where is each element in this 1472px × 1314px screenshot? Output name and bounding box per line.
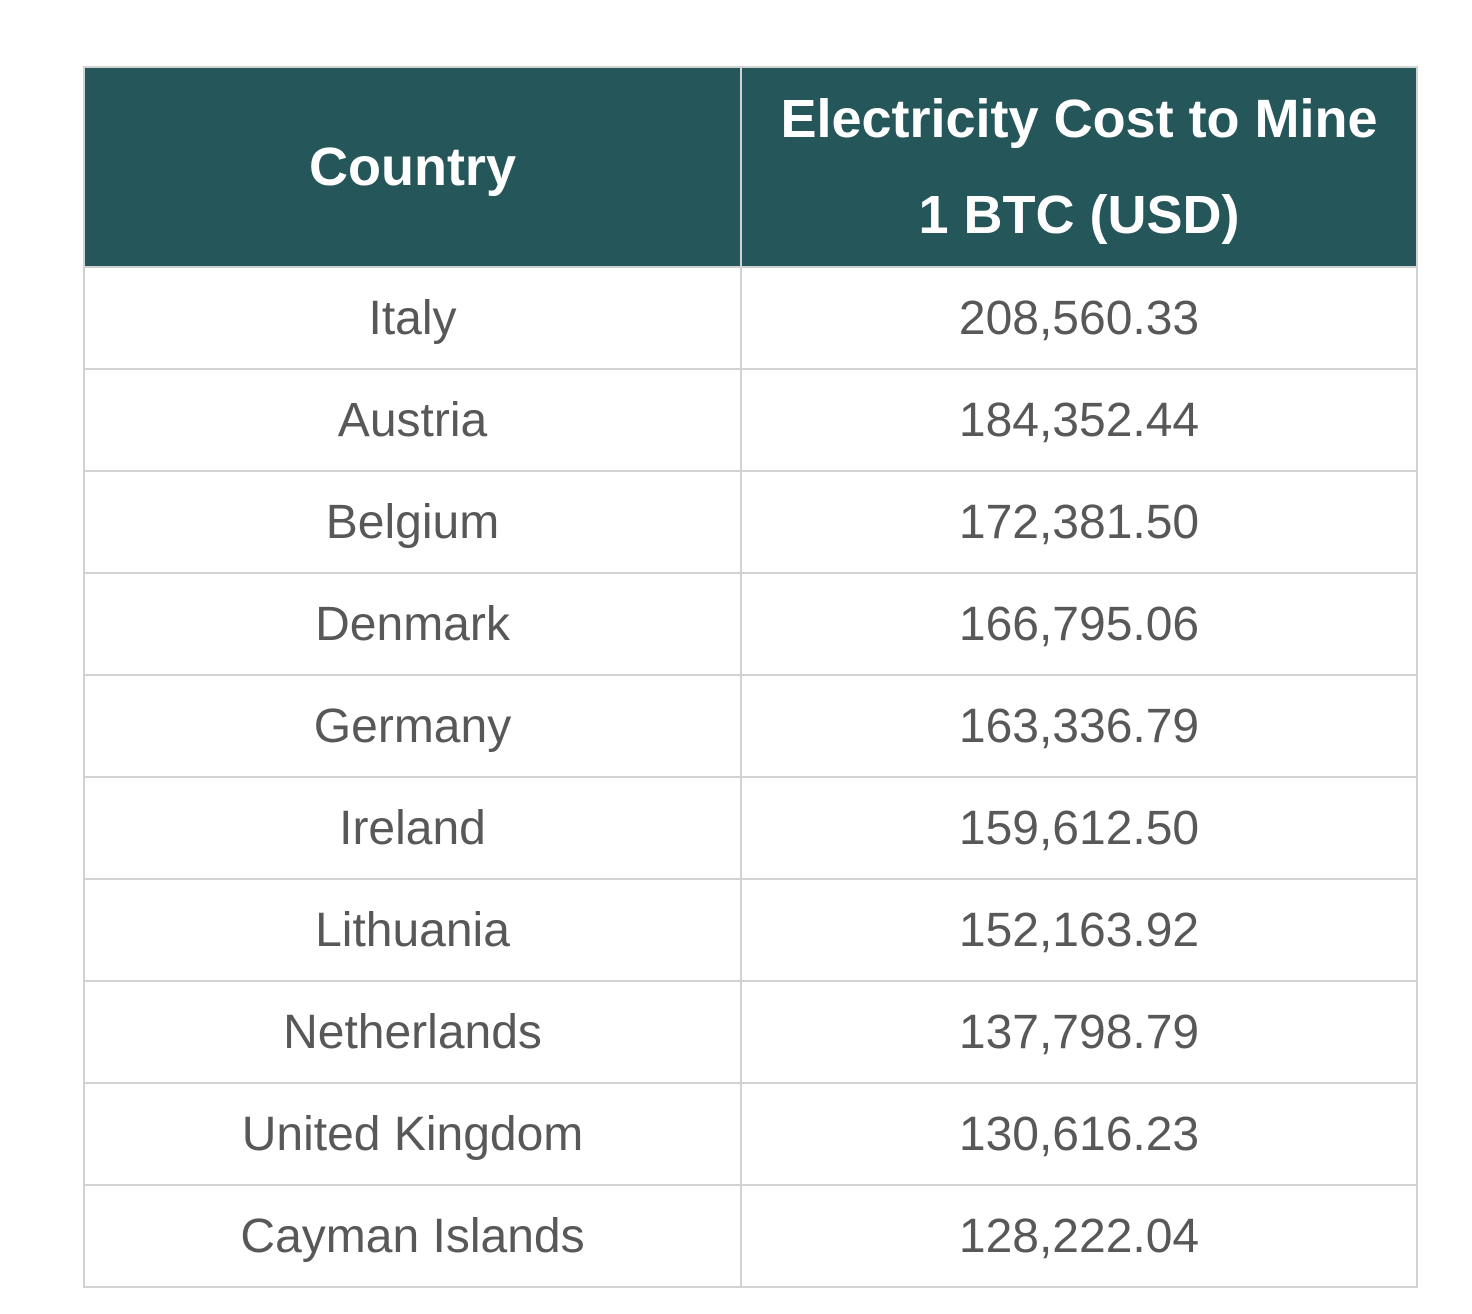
country-cell: Denmark — [83, 572, 742, 676]
table-row: United Kingdom 130,616.23 — [83, 1082, 1418, 1186]
table-row: Germany 163,336.79 — [83, 674, 1418, 778]
cost-cell: 152,163.92 — [740, 878, 1418, 982]
table-row: Denmark 166,795.06 — [83, 572, 1418, 676]
cost-cell: 163,336.79 — [740, 674, 1418, 778]
electricity-cost-table: Country Electricity Cost to Mine 1 BTC (… — [83, 66, 1418, 1288]
column-header-cost-label: Electricity Cost to Mine 1 BTC (USD) — [780, 88, 1378, 245]
table-body: Italy 208,560.33 Austria 184,352.44 Belgium 1… — [83, 266, 1418, 1288]
table-row: Lithuania 152,163.92 — [83, 878, 1418, 982]
country-cell: Ireland — [83, 776, 742, 880]
cost-cell: 130,616.23 — [740, 1082, 1418, 1186]
cost-cell: 184,352.44 — [740, 368, 1418, 472]
country-cell: United Kingdom — [83, 1082, 742, 1186]
cost-cell: 172,381.50 — [740, 470, 1418, 574]
country-cell: Germany — [83, 674, 742, 778]
table-row: Austria 184,352.44 — [83, 368, 1418, 472]
country-cell: Netherlands — [83, 980, 742, 1084]
table-row: Netherlands 137,798.79 — [83, 980, 1418, 1084]
table-header: Country Electricity Cost to Mine 1 BTC (… — [83, 66, 1418, 268]
table-row: Ireland 159,612.50 — [83, 776, 1418, 880]
column-header-country: Country — [83, 66, 742, 268]
column-header-cost: Electricity Cost to Mine 1 BTC (USD) — [740, 66, 1418, 268]
table-row: Cayman Islands 128,222.04 — [83, 1184, 1418, 1288]
cost-cell: 159,612.50 — [740, 776, 1418, 880]
table-row: Italy 208,560.33 — [83, 266, 1418, 370]
cost-cell: 166,795.06 — [740, 572, 1418, 676]
header-row: Country Electricity Cost to Mine 1 BTC (… — [83, 66, 1418, 268]
cost-cell: 208,560.33 — [740, 266, 1418, 370]
column-header-country-label: Country — [309, 136, 516, 197]
country-cell: Belgium — [83, 470, 742, 574]
cost-cell: 128,222.04 — [740, 1184, 1418, 1288]
country-cell: Lithuania — [83, 878, 742, 982]
country-cell: Austria — [83, 368, 742, 472]
table-row: Belgium 172,381.50 — [83, 470, 1418, 574]
country-cell: Cayman Islands — [83, 1184, 742, 1288]
cost-cell: 137,798.79 — [740, 980, 1418, 1084]
country-cell: Italy — [83, 266, 742, 370]
